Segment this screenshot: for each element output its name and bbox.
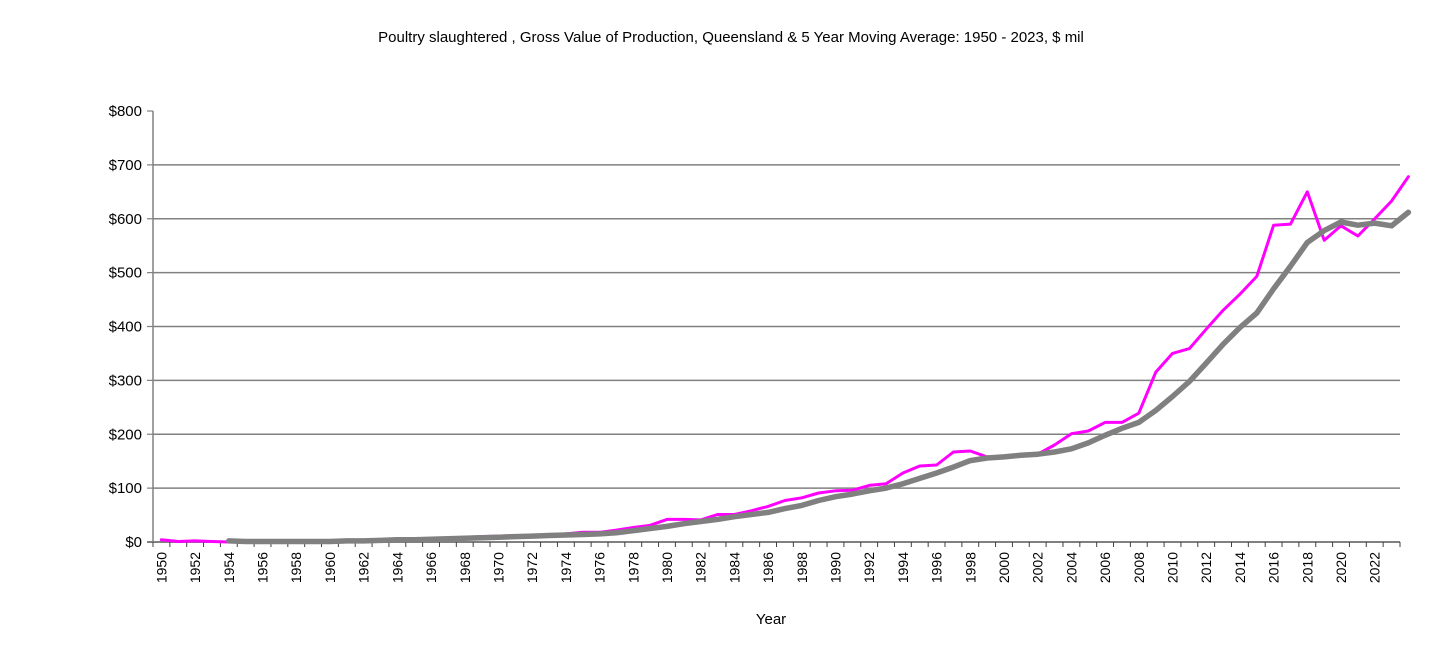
x-tick-label: 1966	[423, 552, 439, 583]
x-tick-label: 1964	[389, 552, 405, 583]
x-tick-label: 2012	[1198, 552, 1214, 583]
x-tick-label: 2014	[1232, 552, 1248, 583]
x-tick-label: 1960	[322, 552, 338, 583]
x-tick-label: 1972	[524, 552, 540, 583]
x-tick-label: 1954	[221, 552, 237, 583]
x-tick-label: 2022	[1367, 552, 1383, 583]
series-group	[159, 175, 1412, 545]
x-tick-label: 2010	[1165, 552, 1181, 583]
x-tick-label: 1980	[659, 552, 675, 583]
x-tick-label: 1958	[288, 552, 304, 583]
x-tick-label: 1968	[457, 552, 473, 583]
y-tick-label: $200	[109, 426, 142, 443]
y-tick-label: $500	[109, 265, 142, 282]
x-tick-label: 1992	[861, 552, 877, 583]
x-tick-label: 1978	[625, 552, 641, 583]
y-axis: $0 $100 $200 $300 $400 $500 $600 $700 $800	[109, 103, 154, 551]
x-tick-label: 2000	[996, 552, 1012, 583]
y-tick-label: $700	[109, 157, 142, 174]
x-tick-label: 1994	[895, 552, 911, 583]
x-tick-label: 2002	[1030, 552, 1046, 583]
y-tick-label: $0	[125, 534, 142, 551]
x-tick-label: 1970	[490, 552, 506, 583]
y-tick-label: $800	[109, 103, 142, 120]
gridlines	[153, 164, 1400, 489]
x-tick-label: 2020	[1333, 552, 1349, 583]
x-tick-label: 2016	[1266, 552, 1282, 583]
y-tick-label: $400	[109, 319, 142, 336]
x-tick-label: 1956	[255, 552, 271, 583]
x-axis-label: Year	[756, 611, 786, 628]
x-tick-label: 1996	[929, 552, 945, 583]
x-tick-label: 1974	[558, 552, 574, 583]
x-tick-label: 2008	[1131, 552, 1147, 583]
x-tick-label: 1984	[726, 552, 742, 583]
x-tick-label: 1982	[693, 552, 709, 583]
x-tick-label: 1976	[592, 552, 608, 583]
x-tick-label: 1952	[187, 552, 203, 583]
moving-average-line	[226, 209, 1412, 545]
gross-value-line	[159, 175, 1410, 544]
x-tick-label: 2006	[1097, 552, 1113, 583]
chart-title: Poultry slaughtered , Gross Value of Pro…	[378, 29, 1084, 46]
x-tick-label: 2018	[1299, 552, 1315, 583]
y-tick-label: $600	[109, 211, 142, 228]
y-tick-label: $300	[109, 372, 142, 389]
x-tick-label: 1988	[794, 552, 810, 583]
x-tick-label: 1998	[962, 552, 978, 583]
x-tick-label: 1990	[827, 552, 843, 583]
x-axis: 1950 1952 1954 1956 1958 1960 1962 1964 1966 1968…	[147, 541, 1401, 583]
y-tick-label: $100	[109, 480, 142, 497]
x-tick-label: 1950	[153, 552, 169, 583]
x-tick-label: 2004	[1063, 552, 1079, 583]
x-tick-label: 1962	[356, 552, 372, 583]
x-tick-label: 1986	[760, 552, 776, 583]
